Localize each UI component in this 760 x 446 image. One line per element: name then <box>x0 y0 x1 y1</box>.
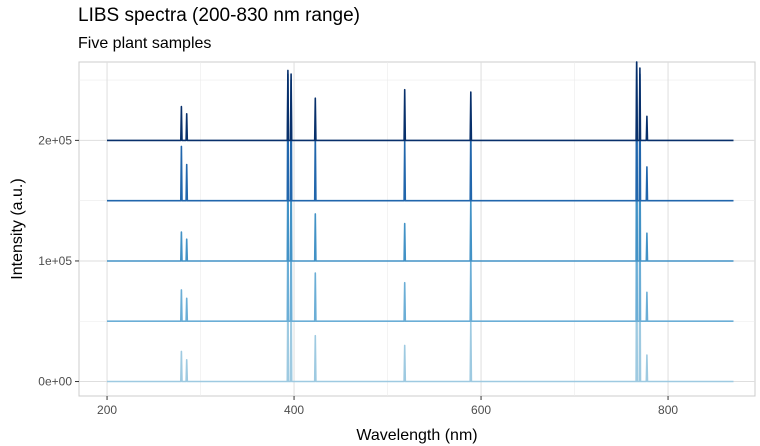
x-tick-label: 200 <box>97 403 117 417</box>
y-tick-label: 1e+05 <box>38 254 72 268</box>
y-tick-label: 0e+00 <box>38 375 72 389</box>
x-tick-label: 800 <box>658 403 678 417</box>
y-tick-label: 2e+05 <box>38 133 72 147</box>
plot-panel <box>78 61 756 397</box>
chart-title: LIBS spectra (200-830 nm range) <box>78 5 360 26</box>
x-tick-label: 600 <box>471 403 491 417</box>
x-tick-label: 400 <box>284 403 304 417</box>
y-axis-title: Intensity (a.u.) <box>9 178 26 279</box>
x-axis-title: Wavelength (nm) <box>356 427 477 444</box>
spectrum-line-5 <box>107 61 734 142</box>
chart-subtitle: Five plant samples <box>78 35 212 52</box>
